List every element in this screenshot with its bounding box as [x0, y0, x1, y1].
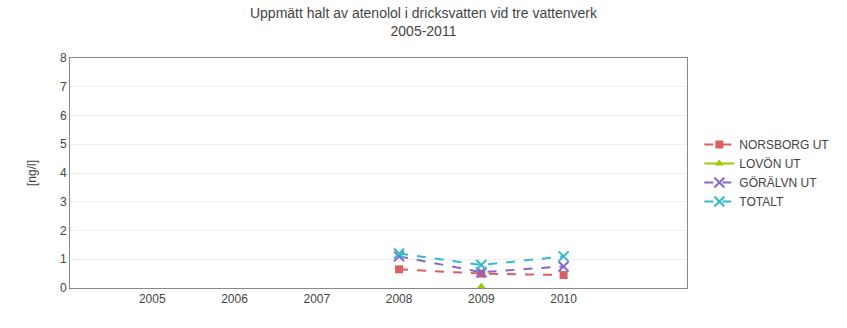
svg-text:5: 5	[60, 137, 67, 151]
svg-text:2007: 2007	[303, 292, 330, 306]
svg-text:GÖRÄLVN UT: GÖRÄLVN UT	[739, 176, 817, 190]
svg-text:2010: 2010	[550, 292, 577, 306]
svg-text:2006: 2006	[221, 292, 248, 306]
svg-text:8: 8	[60, 51, 67, 65]
svg-text:2: 2	[60, 224, 67, 238]
svg-text:2008: 2008	[386, 292, 413, 306]
svg-text:4: 4	[60, 166, 67, 180]
svg-text:Uppmätt halt av atenolol i dri: Uppmätt halt av atenolol i dricksvatten …	[250, 5, 598, 39]
svg-text:1: 1	[60, 252, 67, 266]
svg-text:LOVÖN UT: LOVÖN UT	[739, 157, 801, 171]
svg-text:3: 3	[60, 195, 67, 209]
svg-text:7: 7	[60, 80, 67, 94]
svg-text:2005: 2005	[139, 292, 166, 306]
svg-text:2009: 2009	[468, 292, 495, 306]
svg-text:[ng/l]: [ng/l]	[25, 160, 39, 186]
svg-text:NORSBORG UT: NORSBORG UT	[739, 138, 829, 152]
svg-text:6: 6	[60, 109, 67, 123]
svg-text:0: 0	[60, 281, 67, 295]
svg-text:TOTALT: TOTALT	[739, 195, 784, 209]
